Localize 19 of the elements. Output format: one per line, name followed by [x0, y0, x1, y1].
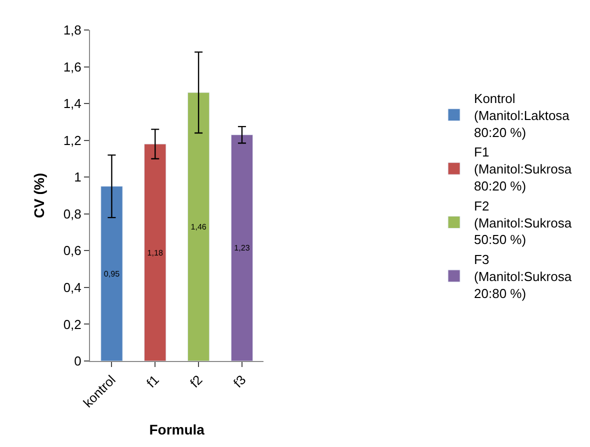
y-tick-label: 1,8	[63, 22, 82, 38]
x-tick-label: f2	[186, 372, 206, 390]
y-tick-label: 0,8	[63, 206, 82, 222]
x-axis-title: Formula	[149, 422, 205, 438]
y-tick-label: 1	[74, 170, 82, 185]
y-axis-title: CV (%)	[30, 172, 47, 218]
y-tick-label: 0,2	[63, 316, 82, 332]
x-tick-label: f3	[230, 372, 249, 390]
legend-label: F2 (Manitol:Sukrosa 50:50 %)	[474, 198, 572, 248]
legend-label: Kontrol (Manitol:Laktosa 80:20 %)	[474, 91, 570, 140]
y-tick-label: 1,4	[63, 96, 82, 112]
y-tick-label: 1,2	[63, 132, 82, 148]
legend-label: F3 (Manitol:Sukrosa 20:80 %)	[474, 252, 572, 301]
x-tick-label: f1	[144, 372, 162, 390]
y-tick-label: 0	[74, 354, 82, 369]
y-tick-label: 0,6	[63, 243, 82, 258]
y-tick-label: 1,6	[63, 59, 82, 74]
legend-label: F1 (Manitol:Sukrosa 80:20 %)	[474, 144, 572, 194]
y-tick-label: 0,4	[63, 280, 82, 295]
